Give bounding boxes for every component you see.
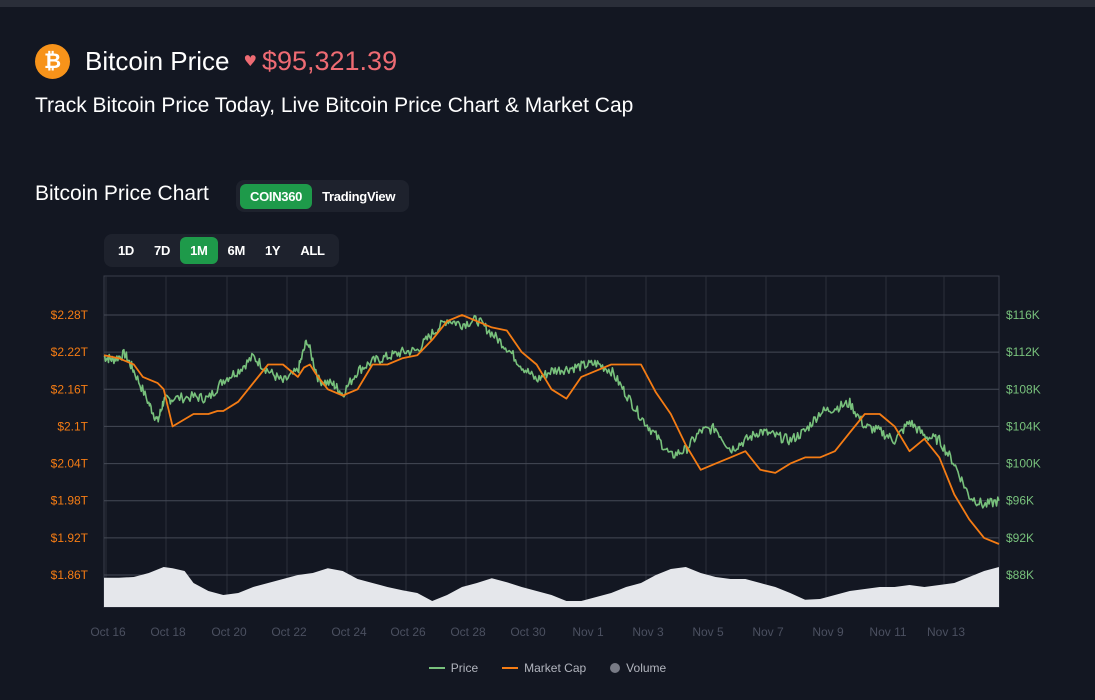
x-axis-tick-label: Nov 13 [927,625,965,639]
left-axis-tick-label: $2.16T [51,382,89,396]
right-axis-tick-label: $100K [1006,457,1041,471]
x-axis-tick-label: Nov 1 [572,625,604,639]
range-tab-1y[interactable]: 1Y [265,243,281,258]
x-axis-tick-label: Oct 16 [90,625,126,639]
chart-legend: Price Market Cap Volume [0,661,1095,675]
chart-section-title: Bitcoin Price Chart [35,182,209,205]
tab-tradingview[interactable]: TradingView [322,188,396,204]
left-axis-tick-label: $2.1T [57,419,88,433]
right-axis-tick-label: $92K [1006,531,1034,545]
x-axis-tick-label: Oct 30 [510,625,546,639]
range-tab-1d[interactable]: 1D [118,243,135,258]
legend-volume-label: Volume [626,661,667,675]
legend-price-label: Price [450,661,479,675]
x-axis-tick-label: Nov 3 [632,625,664,639]
legend-item-volume[interactable]: Volume [610,661,666,675]
market-cap-line [103,314,1000,545]
left-axis-tick-label: $1.92T [51,531,89,545]
coin-header: ₿ Bitcoin Price ♥ $95,321.39 [35,43,397,79]
right-axis-tick-label: $116K [1006,308,1040,322]
range-tab-6m[interactable]: 6M [227,243,246,258]
heart-icon: ♥ [243,52,257,70]
coin-title: Bitcoin Price [85,45,230,76]
x-axis-tick-label: Oct 20 [211,625,247,639]
legend-market-cap-swatch [502,667,519,669]
range-tab-7d[interactable]: 7D [154,243,171,258]
current-price: $95,321.39 [261,45,398,76]
x-axis-tick-label: Oct 24 [331,625,367,639]
legend-item-market-cap[interactable]: Market Cap [502,661,586,675]
legend-market-cap-label: Market Cap [524,661,587,675]
right-axis-tick-label: $88K [1006,568,1034,582]
legend-price-swatch [428,667,445,669]
left-axis-tick-label: $2.28T [51,308,89,322]
price-line [103,314,1000,509]
x-axis-tick-label: Oct 26 [390,625,426,639]
chart-source-tabs: COIN360 TradingView [236,180,410,212]
x-axis-tick-label: Nov 9 [812,625,844,639]
x-axis-tick-label: Oct 28 [450,625,486,639]
range-tab-all[interactable]: ALL [300,243,325,258]
left-axis-tick-label: $2.04T [51,457,89,471]
x-axis-tick-label: Nov 11 [869,625,906,639]
right-axis-tick-label: $112K [1006,345,1040,359]
x-axis-tick-label: Nov 5 [692,625,724,639]
volume-area [104,567,999,607]
tab-coin360[interactable]: COIN360 [240,183,313,209]
right-axis-tick-label: $104K [1006,419,1041,433]
right-axis-tick-label: $96K [1006,494,1034,508]
left-axis-tick-label: $2.22T [51,345,89,359]
range-tab-1m[interactable]: 1M [180,237,218,264]
top-bar [0,0,1095,7]
range-tabs: 1D 7D 1M 6M 1Y ALL [104,234,339,267]
bitcoin-logo-icon: ₿ [35,43,70,79]
legend-item-price[interactable]: Price [428,661,479,675]
x-axis-tick-label: Oct 22 [271,625,307,639]
plot-frame [103,275,1000,608]
right-axis-tick-label: $108K [1006,382,1041,396]
left-axis-tick-label: $1.86T [51,568,89,582]
page-subtitle: Track Bitcoin Price Today, Live Bitcoin … [35,94,634,117]
legend-volume-swatch [610,663,621,673]
x-axis-tick-label: Oct 18 [150,625,186,639]
price-block: ♥ $95,321.39 [244,46,398,77]
x-axis-tick-label: Nov 7 [752,625,784,639]
left-axis-tick-label: $1.98T [51,494,89,508]
